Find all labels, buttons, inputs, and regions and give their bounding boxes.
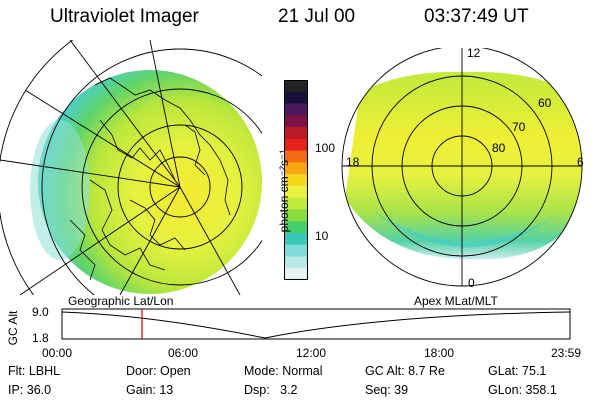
colorbar: [284, 80, 308, 280]
colorbar-band: [284, 138, 308, 152]
image-time: 03:37:49 UT: [424, 6, 529, 27]
info-glon: GLon: 358.1: [488, 383, 557, 397]
colorbar-band: [284, 221, 308, 234]
image-title: Ultraviolet Imager: [50, 6, 199, 27]
colorbar-band: [284, 185, 308, 199]
left-panel-caption: Geographic Lat/Lon: [68, 294, 174, 308]
geographic-grid: [0, 40, 262, 295]
colorbar-band: [284, 115, 308, 128]
mlat-label-60: 60: [538, 96, 552, 110]
right-panel-caption: Apex MLat/MLT: [414, 294, 498, 308]
timeline-xtick-0600: 06:00: [168, 346, 199, 360]
timeline-xtick-0000: 00:00: [42, 346, 73, 360]
image-date: 21 Jul 00: [278, 6, 356, 27]
colorbar-band: [284, 197, 308, 210]
colorbar-band: [284, 91, 308, 105]
info-dsp: Dsp: 3.2: [244, 383, 298, 397]
magnetic-polar-plot: [341, 48, 583, 287]
colorbar-band: [284, 127, 308, 140]
mlat-label-80: 80: [492, 141, 506, 155]
timeline-xtick-1800: 18:00: [424, 346, 455, 360]
coastlines: [69, 77, 231, 281]
timeline-ylabel: GC Alt: [6, 310, 20, 346]
timeline-ytick-min: 1.8: [32, 331, 49, 345]
colorbar-unit-label: photon cm⁻²s⁻¹: [277, 149, 291, 233]
geographic-image: [0, 40, 262, 295]
info-ip: IP: 36.0: [8, 383, 52, 397]
colorbar-tick-100: 100: [315, 141, 336, 155]
mlt-label-0: 0: [468, 276, 475, 290]
mlt-label-18: 18: [346, 155, 360, 169]
colorbar-band: [284, 232, 308, 246]
info-door: Door: Open: [126, 364, 191, 378]
info-glat: GLat: 75.1: [488, 364, 547, 378]
mlt-label-6: 6: [577, 155, 584, 169]
timeline-plot[interactable]: [60, 307, 572, 341]
timeline-xtick-1200: 12:00: [296, 346, 327, 360]
info-filter: Flt: LBHL: [8, 364, 61, 378]
colorbar-band: [284, 174, 308, 187]
info-mode: Mode: Normal: [244, 364, 323, 378]
colorbar-band: [284, 80, 308, 93]
colorbar-band: [284, 256, 308, 269]
timeline-ytick-max: 9.0: [32, 305, 49, 319]
colorbar-band: [284, 162, 308, 175]
orbit-altitude-curve: [61, 311, 571, 339]
info-gain: Gain: 13: [126, 383, 174, 397]
info-seq: Seq: 39: [365, 383, 409, 397]
colorbar-band: [284, 150, 308, 163]
polar-grid: [341, 48, 583, 287]
colorbar-band: [284, 209, 308, 222]
mlat-label-70: 70: [512, 120, 526, 134]
timeline-xtick-2359: 23:59: [551, 346, 582, 360]
colorbar-band: [284, 268, 308, 280]
mlt-label-12: 12: [467, 46, 481, 60]
info-gc-alt: GC Alt: 8.7 Re: [365, 364, 445, 378]
colorbar-band: [284, 103, 308, 116]
colorbar-tick-10: 10: [315, 229, 329, 243]
colorbar-band: [284, 244, 308, 257]
